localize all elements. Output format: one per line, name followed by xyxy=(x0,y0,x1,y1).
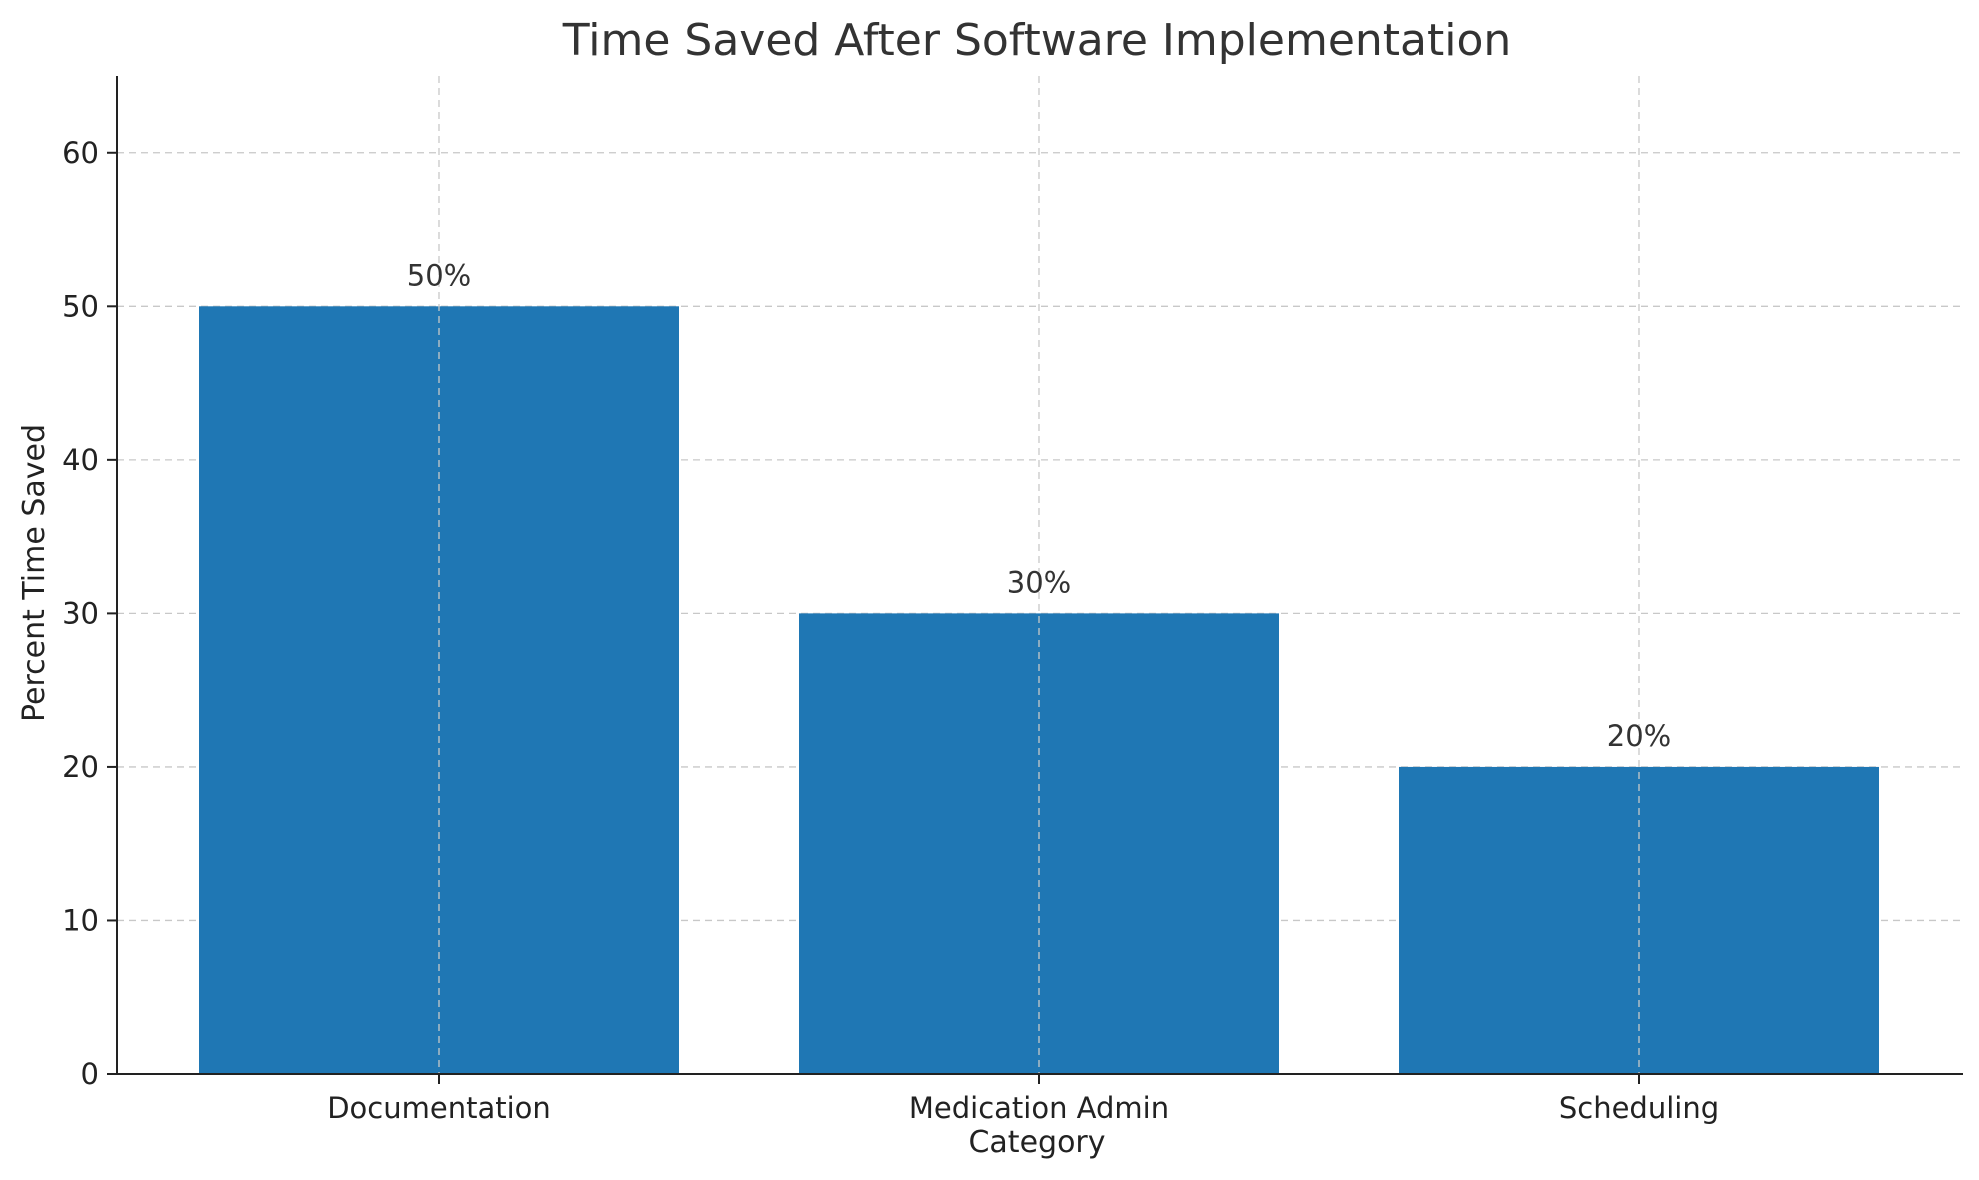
data-labels: 50% 30% 20% xyxy=(407,258,1671,753)
data-label: 30% xyxy=(1007,565,1071,599)
data-label: 50% xyxy=(407,258,471,292)
y-tick-label: 50 xyxy=(62,289,99,323)
y-tick-label: 10 xyxy=(62,903,99,937)
x-tick-label: Documentation xyxy=(327,1091,551,1125)
x-tick-label: Scheduling xyxy=(1559,1091,1719,1125)
chart-title: Time Saved After Software Implementation xyxy=(562,15,1512,66)
x-tick-label: Medication Admin xyxy=(909,1091,1169,1125)
x-grid xyxy=(438,76,1640,1074)
x-ticks: Documentation Medication Admin Scheduling xyxy=(327,1074,1719,1125)
y-tick-label: 20 xyxy=(62,750,99,784)
y-axis-label: Percent Time Saved xyxy=(17,424,52,722)
y-tick-label: 0 xyxy=(81,1057,99,1091)
x-axis-label: Category xyxy=(968,1125,1105,1160)
y-tick-label: 60 xyxy=(62,136,99,170)
y-tick-label: 40 xyxy=(62,443,99,477)
y-ticks: 0 10 20 30 40 50 60 xyxy=(62,136,117,1091)
y-tick-label: 30 xyxy=(62,596,99,630)
data-label: 20% xyxy=(1607,719,1671,753)
